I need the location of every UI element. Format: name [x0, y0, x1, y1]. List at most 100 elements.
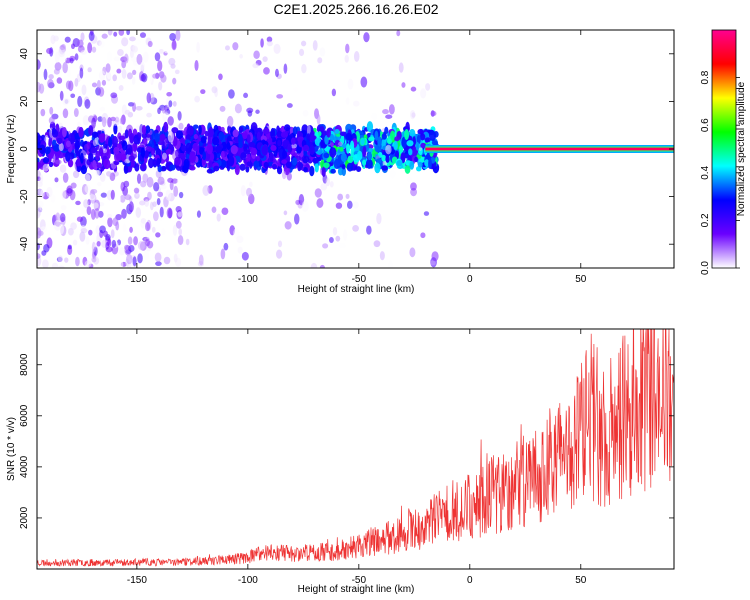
spectrogram-cell: [241, 251, 249, 261]
spectrogram-cell: [326, 128, 331, 138]
spectrogram-cell: [108, 137, 113, 148]
spectrogram-cell: [119, 247, 126, 256]
spectrogram-cell: [155, 261, 162, 267]
spectrogram-cell: [113, 146, 120, 155]
spectrogram-cell: [277, 139, 282, 147]
spectrogram-cell: [94, 207, 100, 219]
spectrogram-cell: [62, 62, 68, 74]
colorbar-gradient: [711, 29, 737, 269]
spectrogram-cell: [263, 67, 270, 75]
spectrogram-cell: [113, 56, 121, 62]
spectrogram-cell: [83, 143, 90, 151]
spectrogram-cell: [80, 152, 84, 164]
spectrogram-cell: [114, 116, 120, 123]
spectrogram-cell: [349, 140, 355, 151]
spectrogram-cell: [133, 236, 138, 246]
x-tick-label: 50: [575, 575, 587, 586]
spectrogram-cell: [70, 182, 77, 189]
spectrogram-cell: [122, 223, 127, 233]
spectrogram-cell: [396, 30, 401, 37]
spectrogram-cell: [236, 235, 244, 244]
spectrogram-cell: [256, 131, 261, 141]
spectrogram-cell: [341, 164, 346, 170]
spectrogram-cell: [124, 194, 132, 201]
spectrogram-cell: [277, 240, 283, 248]
spectrogram-cell: [374, 130, 379, 141]
spectrogram-cell: [113, 160, 120, 166]
spectrogram-cell: [261, 144, 269, 156]
spectrogram-cell: [266, 36, 273, 43]
spectrogram-cell: [136, 53, 143, 65]
spectrogram-cell: [111, 135, 118, 148]
spectrogram-cell: [110, 92, 118, 99]
spectrogram-cell: [329, 133, 335, 141]
spectrogram-cell: [82, 115, 90, 126]
spectrogram-cell: [339, 243, 346, 249]
spectrogram-cell: [136, 173, 142, 184]
spectrogram-cell: [309, 145, 315, 155]
snr-x-ticks: -150 -100 -50 0 50: [127, 329, 587, 586]
spectrogram-cell: [101, 116, 107, 128]
spectrogram-cell: [237, 79, 242, 89]
spectrogram-cell: [77, 95, 83, 108]
spectrogram-cell: [266, 250, 271, 260]
spectrogram-cell: [121, 68, 127, 79]
spectrogram-cell: [293, 86, 298, 92]
spectrogram-cell: [161, 139, 168, 150]
spectrogram-cell: [220, 150, 225, 159]
spectrogram-cell: [220, 248, 226, 260]
spectrogram-cell: [112, 74, 118, 82]
spectrogram-cell: [54, 51, 60, 63]
spectrogram-cell: [126, 30, 131, 36]
spectrogram-cell: [200, 89, 206, 95]
spectrogram-cell: [204, 130, 209, 137]
spectrogram-cell: [398, 62, 404, 73]
spectrogram-cell: [316, 198, 324, 209]
spectrogram-cell: [159, 206, 164, 218]
spectrogram-cell: [37, 132, 41, 144]
spectrogram-cell: [91, 131, 99, 138]
spectrogram-cell: [84, 260, 92, 268]
spectrogram-cell: [74, 53, 79, 61]
spectrogram-cell: [352, 224, 360, 232]
spectrogram-cell: [303, 166, 308, 173]
spectrogram-cell: [206, 168, 213, 174]
spectrogram-cell: [156, 157, 161, 168]
spectrogram-cell: [57, 255, 63, 263]
spectrogram-cell: [91, 117, 96, 129]
spectrogram-cell: [62, 108, 69, 119]
spectrogram-cell: [183, 158, 190, 169]
spectrogram-cell: [124, 129, 129, 139]
spectrogram-cell: [178, 153, 186, 159]
spectrogram-cell: [283, 63, 288, 74]
spectrogram-cell: [284, 221, 292, 230]
spectrogram-cell: [283, 124, 291, 132]
spectrogram-cell: [122, 186, 129, 196]
spectrogram-cell: [377, 136, 382, 147]
spectrogram-cell: [54, 177, 59, 183]
spectrogram-cell: [328, 236, 334, 244]
spectrogram-cell: [146, 112, 152, 118]
spectrogram-cell: [124, 53, 129, 64]
spectrogram-cell: [220, 126, 225, 132]
spectrogram-cell: [246, 161, 251, 166]
spectrogram-cell: [140, 217, 147, 224]
spectrogram-cell: [404, 128, 410, 141]
spectrogram-cell: [299, 48, 305, 57]
spectrogram-cell: [202, 151, 207, 161]
spectrogram-cell: [67, 227, 74, 236]
spectrogram-cell: [129, 36, 136, 42]
spectrogram-cell: [124, 109, 131, 115]
spectrogram-cell: [128, 201, 134, 213]
spectrogram-cell: [80, 165, 87, 175]
spectrogram-cell: [393, 140, 398, 151]
spectrogram-cell: [213, 165, 220, 172]
spectrogram-cell: [49, 106, 54, 115]
spectrogram-cell: [78, 126, 84, 138]
spectrogram-cell: [250, 147, 258, 156]
spectrogram-cell: [53, 143, 61, 152]
spectrogram-cell: [240, 152, 247, 161]
spectrogram-cell: [37, 188, 44, 196]
spectrogram-cell: [37, 230, 44, 236]
spectrogram-cell: [126, 254, 133, 265]
